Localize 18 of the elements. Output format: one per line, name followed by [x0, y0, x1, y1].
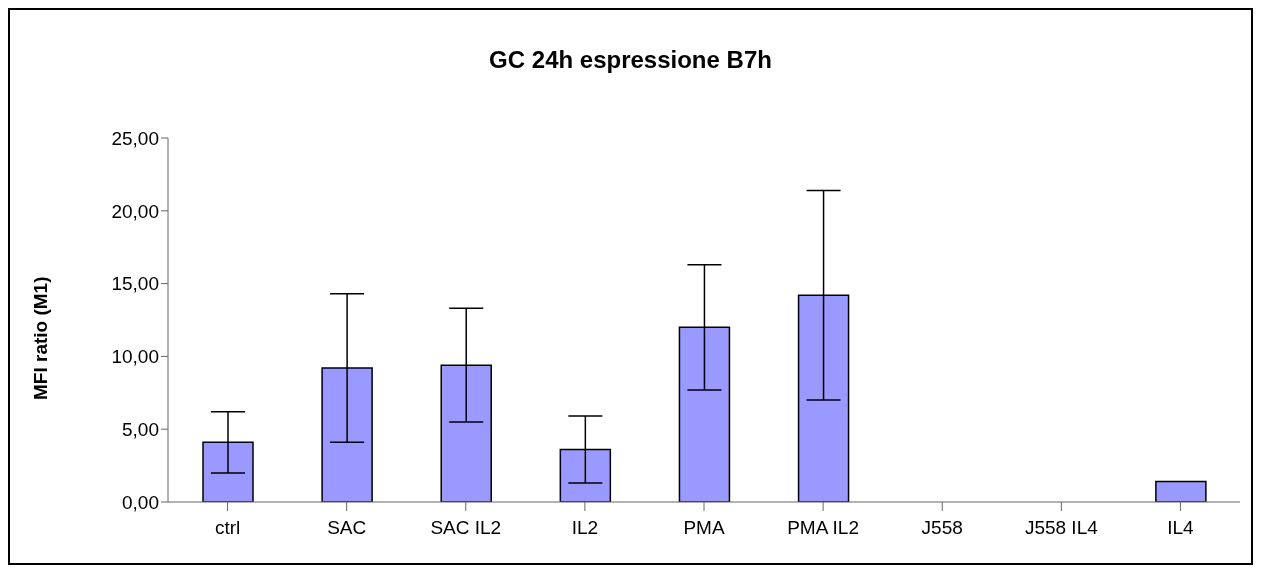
y-tick-label: 10,00 [111, 346, 159, 368]
y-tick-label: 5,00 [122, 418, 159, 440]
x-tick-label: PMA [683, 517, 725, 539]
x-tick-label: SAC IL2 [430, 517, 502, 539]
x-tick-label: ctrl [214, 517, 241, 539]
y-tick-label: 0,00 [122, 491, 159, 513]
y-tick-label: 20,00 [111, 200, 159, 222]
y-tick-label: 25,00 [111, 127, 159, 149]
x-tick-label: J558 [921, 517, 963, 539]
x-tick-label: SAC [327, 517, 367, 539]
x-tick-label: PMA IL2 [787, 517, 860, 539]
x-tick-label: IL4 [1167, 517, 1195, 539]
bar [1155, 480, 1207, 502]
x-tick-label: IL2 [571, 517, 599, 539]
chart-title: GC 24h espressione B7h [488, 46, 773, 74]
y-axis-title: MFI ratio (M1) [29, 276, 51, 400]
x-tick-label: J558 IL4 [1024, 517, 1099, 539]
y-tick-label: 15,00 [111, 273, 159, 295]
